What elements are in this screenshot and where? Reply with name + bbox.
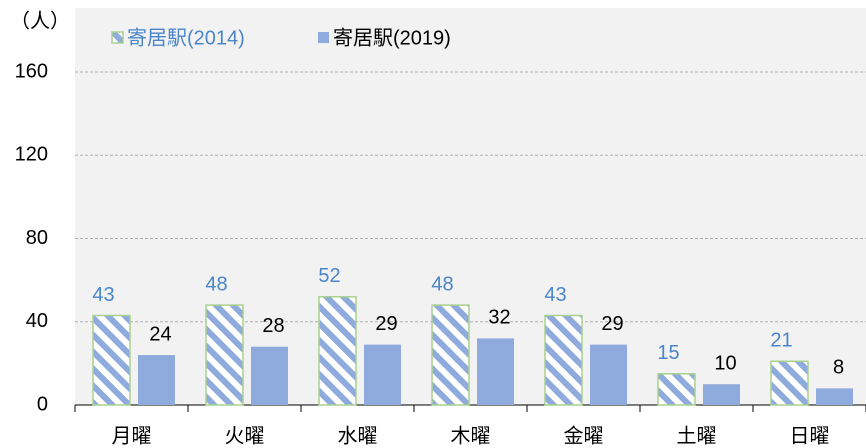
bar xyxy=(657,373,696,406)
bar xyxy=(544,314,583,406)
bar xyxy=(364,344,401,405)
data-label: 52 xyxy=(318,265,340,287)
data-label: 43 xyxy=(92,284,114,306)
data-label: 29 xyxy=(601,313,623,335)
x-tick-label: 火曜 xyxy=(225,425,265,447)
y-axis-label: （人） xyxy=(10,9,70,32)
data-label: 24 xyxy=(149,323,171,345)
data-label: 29 xyxy=(375,313,397,335)
y-tick-label: 0 xyxy=(37,393,48,415)
data-label: 28 xyxy=(262,315,284,337)
data-label: 48 xyxy=(431,273,453,295)
legend-swatch xyxy=(318,32,329,43)
data-label: 21 xyxy=(770,330,792,352)
x-tick-label: 日曜 xyxy=(790,425,830,447)
bar xyxy=(318,296,357,406)
bar xyxy=(770,360,809,406)
bar xyxy=(205,304,244,406)
bar xyxy=(703,384,740,405)
bar xyxy=(590,344,627,405)
x-tick-label: 金曜 xyxy=(564,424,604,447)
bar xyxy=(431,304,470,406)
data-label: 43 xyxy=(544,284,566,306)
bar xyxy=(816,388,853,405)
legend-swatch xyxy=(111,31,124,44)
data-label: 48 xyxy=(205,273,227,295)
x-tick-label: 水曜 xyxy=(338,424,378,447)
data-label: 32 xyxy=(488,307,510,329)
x-tick-label: 木曜 xyxy=(451,424,491,447)
bar xyxy=(138,355,175,405)
bar xyxy=(251,346,288,405)
plot-area xyxy=(75,8,866,405)
y-tick-label: 160 xyxy=(15,60,48,82)
y-tick-label: 120 xyxy=(15,144,48,166)
y-tick-label: 80 xyxy=(26,227,48,249)
x-tick-label: 土曜 xyxy=(677,424,717,447)
data-label: 8 xyxy=(833,357,844,379)
x-tick-label: 月曜 xyxy=(112,425,152,447)
legend-label: 寄居駅(2014) xyxy=(127,26,245,49)
y-tick-label: 40 xyxy=(26,310,48,332)
bar xyxy=(477,338,514,405)
legend-label: 寄居駅(2019) xyxy=(333,26,451,49)
data-label: 15 xyxy=(657,342,679,364)
bar xyxy=(92,314,131,406)
data-label: 10 xyxy=(714,352,736,374)
